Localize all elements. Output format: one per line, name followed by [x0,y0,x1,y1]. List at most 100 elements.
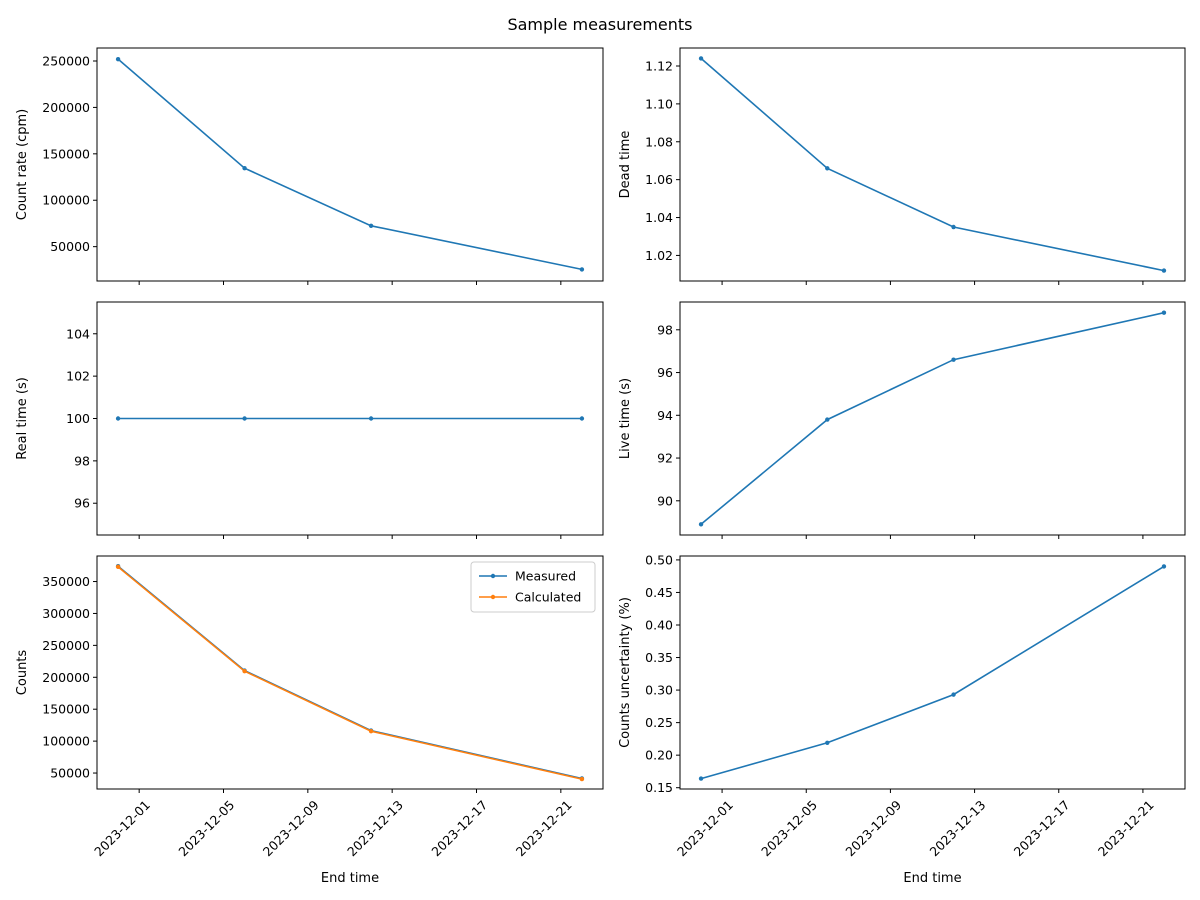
y-tick-label: 0.35 [645,650,673,665]
subplot-middle-right: 90 92 94 96 98 Live time (s) [618,301,1186,539]
subplot-bottom-right: 0.15 0.20 0.25 0.30 0.35 0.40 0.45 0.50 2023-12-… [618,552,1186,886]
x-tick-label: 2023-12-17 [1011,797,1073,859]
y-axis-label: Counts uncertainty (%) [618,597,633,748]
data-point [1161,564,1167,569]
data-point [698,776,704,781]
x-axis-label: End time [903,871,961,886]
x-tick-label: 2023-12-17 [428,797,490,859]
series-line [117,58,583,271]
data-point [1161,268,1167,273]
subplot-bottom-left: 50000 100000 150000 200000 250000 300000 35000… [15,555,604,886]
y-tick-label: 250000 [42,53,90,68]
y-tick-label: 100 [66,411,90,426]
y-tick-label: 98 [74,453,90,468]
y-tick-label: 200000 [42,670,90,685]
legend-label: Calculated [515,590,581,605]
y-tick-label: 92 [657,451,673,466]
y-tick-label: 0.25 [645,715,673,730]
legend-marker [490,594,496,600]
figure-title: Sample measurements [507,15,693,34]
y-tick-label: 1.02 [645,248,673,263]
y-axis-label: Count rate (cpm) [15,109,30,220]
legend-box [470,561,596,613]
data-point [579,776,585,782]
data-point [698,56,704,61]
data-point [825,417,830,422]
y-tick-label: 0.15 [645,780,673,795]
y-tick-label: 0.40 [645,617,673,632]
x-axis-label: End time [321,871,379,886]
axes-frame [679,555,1186,790]
series-line [700,311,1165,525]
y-tick-label: 350000 [42,574,90,589]
axes-frame [96,47,604,282]
subplot-top-right: 1.02 1.04 1.06 1.08 1.10 1.12 Dead time [618,47,1186,285]
axes-frame [679,47,1186,282]
subplot-top-left: 50000 100000 150000 200000 250000 Count rate … [15,47,604,285]
data-point [368,223,374,228]
y-tick-label: 100000 [42,193,90,208]
y-tick-label: 94 [657,408,673,423]
data-point [951,357,956,362]
y-tick-label: 98 [657,322,673,337]
y-tick-label: 150000 [42,702,90,717]
data-point [698,522,704,527]
data-point [951,692,956,697]
y-tick-label: 96 [74,496,90,511]
y-axis-label: Dead time [618,131,633,199]
y-tick-label: 0.20 [645,748,673,763]
data-point [825,166,830,171]
data-point [242,669,247,674]
series-line [700,565,1165,780]
data-point [242,416,247,421]
data-point [242,166,247,171]
x-tick-label: 2023-12-09 [260,797,322,859]
series-line [117,566,583,780]
y-tick-label: 1.08 [645,134,673,149]
x-tick-label: 2023-12-13 [344,797,406,859]
x-tick-label: 2023-12-13 [927,797,989,859]
data-point [115,564,121,570]
axes-frame [96,555,604,790]
y-tick-label: 1.04 [645,210,673,225]
data-point [115,416,121,421]
y-tick-label: 50000 [50,239,90,254]
subplot-middle-left: 96 98 100 102 104 Real time (s) [15,301,604,539]
y-tick-label: 50000 [50,766,90,781]
y-tick-label: 200000 [42,100,90,115]
y-axis-label: Real time (s) [15,377,30,460]
legend: Measured Calculated [470,561,596,613]
legend-marker [490,573,496,579]
x-tick-label: 2023-12-21 [513,797,575,859]
x-tick-label: 2023-12-09 [842,797,904,859]
data-point [1161,310,1167,315]
data-point [368,729,374,734]
y-tick-label: 90 [657,493,673,508]
x-tick-label: 2023-12-05 [175,797,237,859]
axes-frame [679,301,1186,536]
y-tick-label: 1.06 [645,172,673,187]
y-tick-label: 0.45 [645,585,673,600]
y-tick-label: 96 [657,365,673,380]
data-point [579,267,585,272]
y-axis-label: Counts [15,650,30,696]
x-tick-label: 2023-12-05 [758,797,820,859]
data-point [951,224,956,230]
series-line [700,57,1165,272]
data-point [825,740,830,745]
legend-label: Measured [515,569,576,584]
y-tick-label: 300000 [42,606,90,621]
y-axis-label: Live time (s) [618,378,633,459]
y-tick-label: 104 [66,326,90,341]
y-tick-label: 150000 [42,146,90,161]
data-point [115,56,121,62]
y-tick-label: 0.50 [645,552,673,567]
x-tick-label: 2023-12-21 [1095,797,1157,859]
y-tick-label: 102 [66,369,90,384]
x-tick-label: 2023-12-01 [674,797,736,859]
y-tick-label: 1.12 [645,58,673,73]
data-point [579,416,585,421]
y-tick-label: 0.30 [645,683,673,698]
